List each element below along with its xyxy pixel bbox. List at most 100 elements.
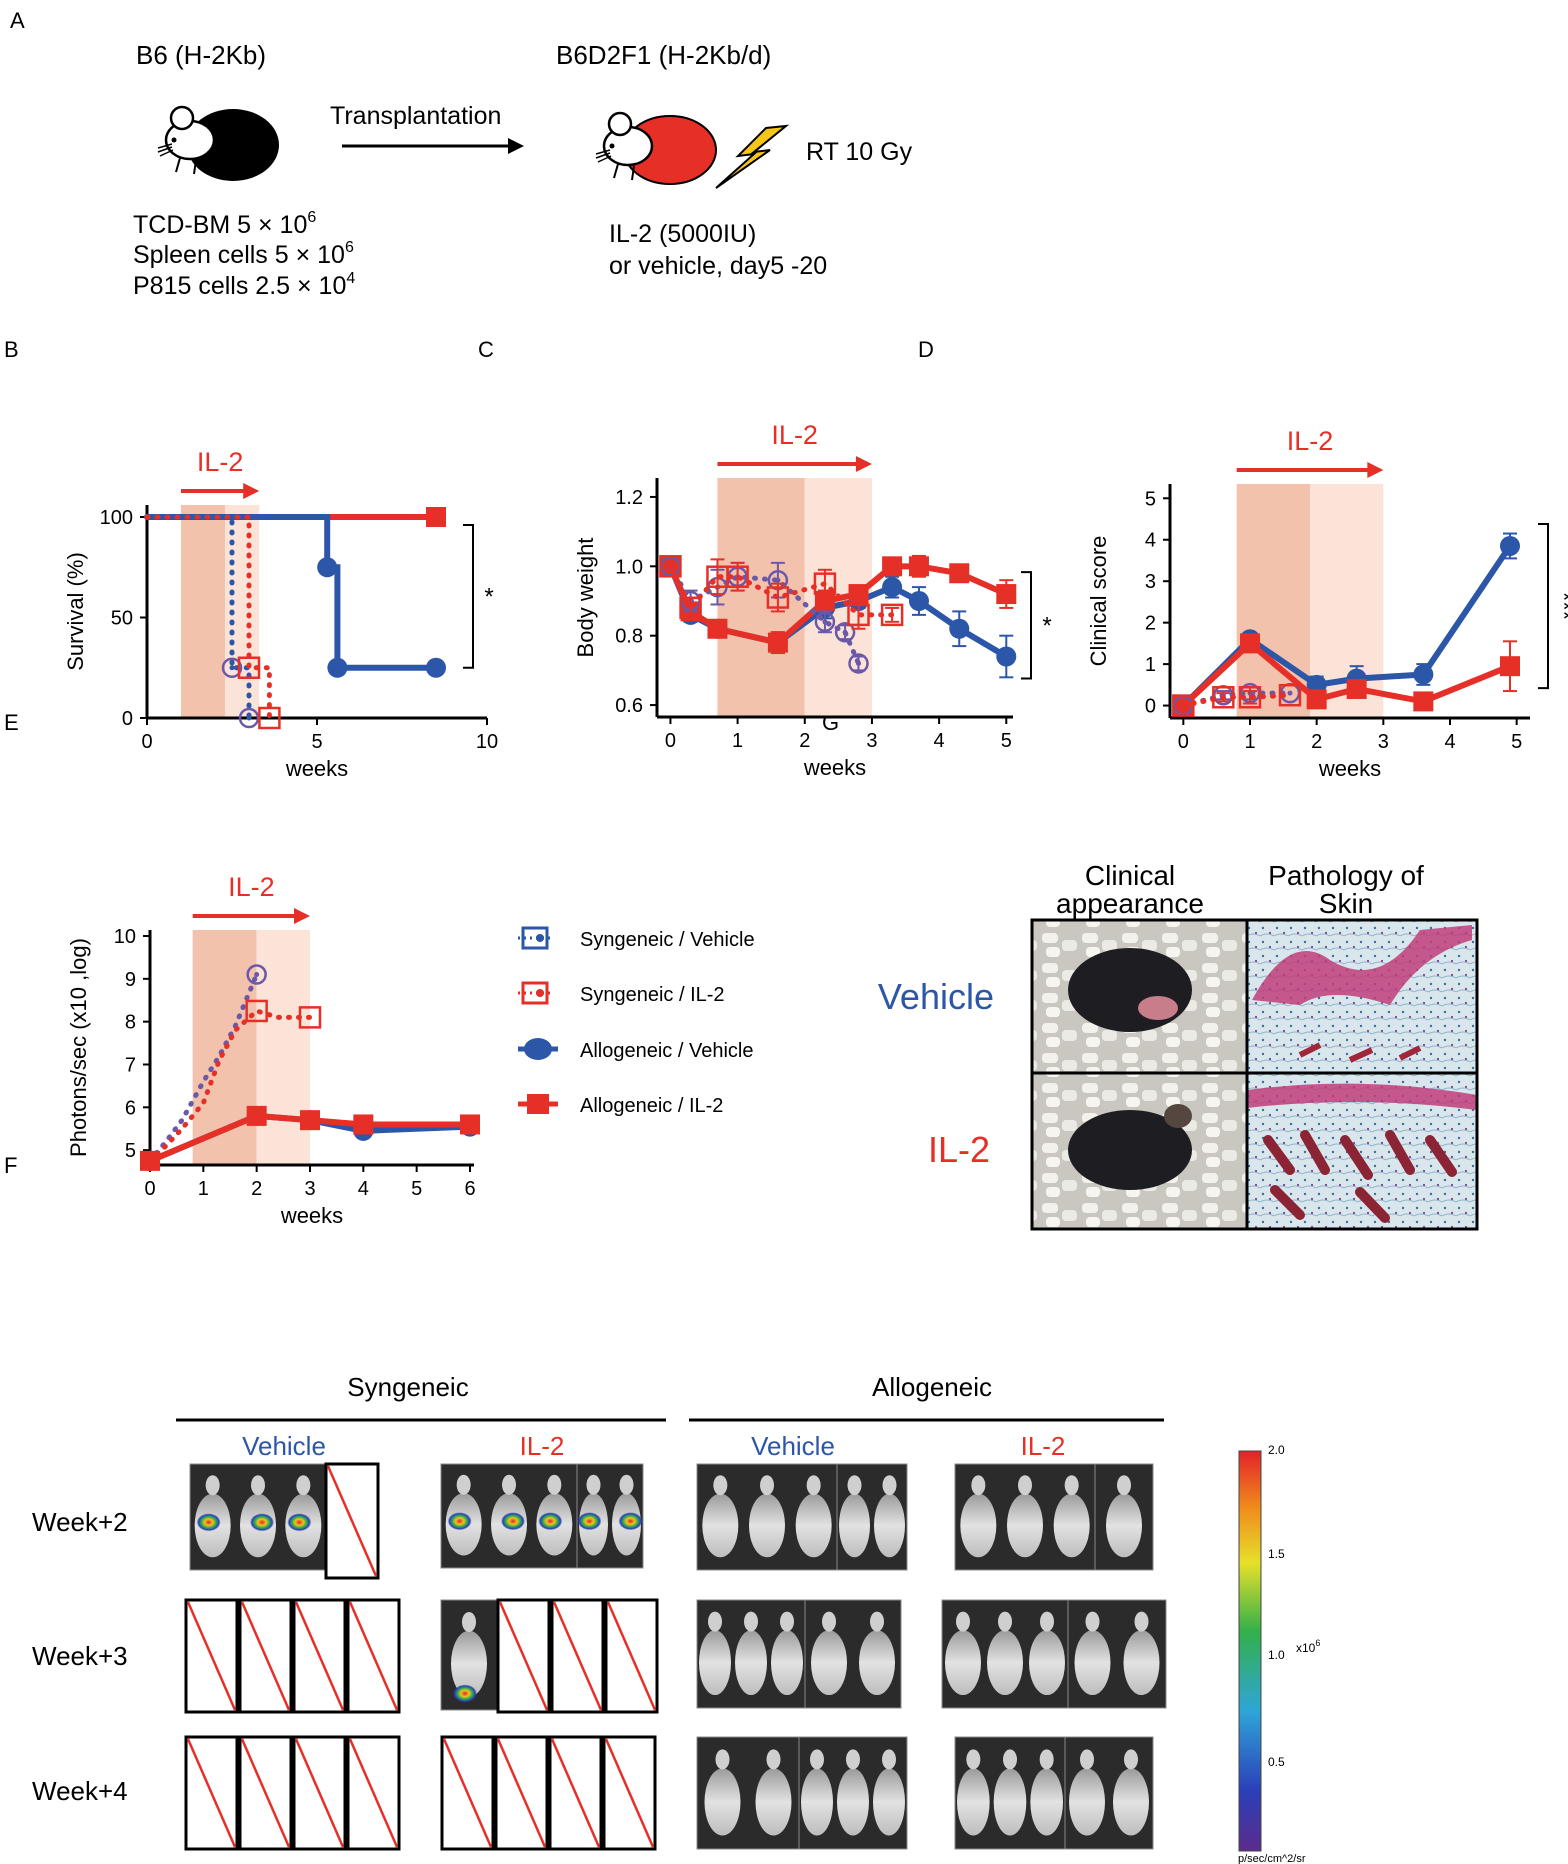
data-point bbox=[1306, 689, 1327, 710]
significance-bracket bbox=[1021, 571, 1032, 680]
x-axis-label: weeks bbox=[1318, 756, 1381, 781]
tile-allo-vehicle-w4b bbox=[798, 1736, 908, 1850]
data-point bbox=[847, 603, 870, 627]
x-tick-label: 1 bbox=[1244, 731, 1255, 753]
series-line bbox=[667, 563, 895, 618]
g-lesion bbox=[1138, 996, 1178, 1020]
x-tick-label: 6 bbox=[464, 1178, 475, 1200]
mouse-head bbox=[1085, 1611, 1100, 1632]
mouse-body bbox=[451, 1630, 487, 1697]
x-axis-label: weeks bbox=[280, 1203, 343, 1228]
y-tick-label: 0 bbox=[122, 708, 133, 730]
y-tick-label: 5 bbox=[1145, 488, 1156, 510]
mouse-head bbox=[1003, 1749, 1017, 1770]
data-point bbox=[140, 1150, 160, 1171]
data-point bbox=[814, 591, 835, 611]
recipient-label: B6D2F1 (H-2Kb/d) bbox=[556, 40, 771, 70]
x-axis-label: weeks bbox=[803, 755, 866, 780]
mouse-body bbox=[801, 1768, 833, 1836]
mouse-body bbox=[873, 1768, 905, 1836]
data-point bbox=[1240, 633, 1260, 654]
y-axis-label: Body weight bbox=[573, 538, 598, 658]
tile-allo-vehicle-w2 bbox=[696, 1463, 838, 1571]
y-tick-label: 7 bbox=[125, 1054, 136, 1076]
g-row-il2-label: IL-2 bbox=[928, 1129, 990, 1170]
empty-tile bbox=[602, 1735, 657, 1851]
treatment-line-2: or vehicle, day5 -20 bbox=[609, 252, 827, 280]
il2-window-dark bbox=[717, 478, 805, 717]
data-point-dot bbox=[254, 972, 260, 978]
data-point bbox=[908, 591, 929, 611]
x-axis-label: weeks bbox=[285, 756, 348, 781]
panel-letter-d: D bbox=[918, 337, 934, 362]
data-point bbox=[996, 584, 1017, 605]
series-line bbox=[147, 1008, 313, 1164]
x-tick-label: 4 bbox=[934, 730, 945, 752]
x-tick-label: 2 bbox=[251, 1178, 262, 1200]
data-point bbox=[908, 556, 929, 577]
empty-tile bbox=[324, 1462, 380, 1580]
mouse-head bbox=[744, 1611, 758, 1632]
il2-window-dark bbox=[181, 505, 226, 718]
mouse-body bbox=[960, 1493, 997, 1558]
legend: Syngeneic / Vehicle Syngeneic / IL-2 All… bbox=[518, 926, 755, 1117]
mouse-body bbox=[1007, 1493, 1043, 1558]
f-group-syngeneic: Syngeneic bbox=[347, 1372, 468, 1402]
bioluminescence-spot bbox=[196, 1513, 221, 1532]
data-point bbox=[766, 586, 790, 609]
colorbar-multiplier: x106 bbox=[1296, 1638, 1320, 1655]
data-point-dot bbox=[775, 577, 781, 583]
bioluminescence-spot bbox=[447, 1512, 472, 1531]
imaging-panel: Syngeneic Allogeneic Vehicle IL-2 Vehicl… bbox=[32, 1372, 1320, 1864]
data-point bbox=[707, 618, 728, 639]
empty-slash bbox=[552, 1601, 603, 1711]
x-tick-label: 3 bbox=[304, 1178, 315, 1200]
data-point bbox=[327, 657, 348, 678]
body-weight-chart: IL-2 0 1 2 3 4 5 0.6 0.8 1.0 1.2 weeks Body weight * bbox=[573, 420, 1052, 780]
cell-line-2: Spleen cells 5 × 106 bbox=[133, 239, 354, 269]
mouse-head bbox=[1040, 1611, 1054, 1632]
mouse-head bbox=[1080, 1749, 1094, 1770]
mouse-body bbox=[749, 1493, 785, 1558]
data-point bbox=[767, 632, 788, 653]
data-point bbox=[848, 653, 869, 674]
tile-allo-il2-w3 bbox=[941, 1599, 1069, 1709]
data-point-dot bbox=[856, 660, 862, 666]
significance-label: *** bbox=[1550, 592, 1568, 620]
data-point bbox=[353, 1114, 374, 1135]
data-point bbox=[882, 577, 903, 598]
empty-tile bbox=[184, 1735, 239, 1851]
pathology-panel: Clinical appearance Pathology of Skin Ve… bbox=[878, 860, 1479, 1231]
y-tick-label: 9 bbox=[125, 969, 136, 991]
mouse-head bbox=[586, 1474, 601, 1495]
radiation-bolt-icon bbox=[715, 124, 790, 189]
y-tick-label: 4 bbox=[1145, 530, 1156, 552]
empty-slash bbox=[442, 1738, 493, 1848]
y-tick-label: 1.0 bbox=[615, 556, 643, 578]
data-point-dot bbox=[842, 629, 848, 635]
mouse-head bbox=[971, 1475, 986, 1496]
mouse-head bbox=[1117, 1475, 1131, 1496]
y-axis-label: Survival (%) bbox=[63, 552, 88, 671]
mouse-head bbox=[966, 1749, 981, 1770]
tile-allo-vehicle-w2b bbox=[836, 1463, 908, 1571]
cell-line-3: P815 cells 2.5 × 104 bbox=[133, 270, 355, 300]
legend-item-allogeneic-il2: Allogeneic / IL-2 bbox=[518, 1094, 723, 1117]
mouse-body bbox=[945, 1630, 981, 1696]
bioluminescence-spot bbox=[501, 1512, 525, 1531]
x-tick-label: 10 bbox=[476, 731, 498, 753]
mouse-head bbox=[766, 1749, 781, 1770]
data-point bbox=[317, 557, 338, 578]
colorbar-tick: 1.5 bbox=[1268, 1547, 1285, 1561]
empty-slash bbox=[498, 1601, 549, 1711]
mouse-body bbox=[957, 1768, 990, 1836]
clinical-score-chart: IL-2 0 1 2 3 4 5 0 1 2 3 4 5 weeks Clinical score *** bbox=[1086, 426, 1568, 781]
schematic-panel: B6 (H-2Kb) B6D2F1 (H-2Kb/d) Transplantat… bbox=[133, 40, 913, 300]
legend-item-allogeneic-vehicle: Allogeneic / Vehicle bbox=[518, 1038, 753, 1062]
tile-syn-il2-w2 bbox=[440, 1463, 578, 1569]
f-row-week2: Week+2 bbox=[32, 1507, 128, 1537]
mouse-head bbox=[822, 1611, 836, 1632]
mouse-head bbox=[502, 1474, 516, 1495]
empty-tile bbox=[346, 1735, 401, 1851]
